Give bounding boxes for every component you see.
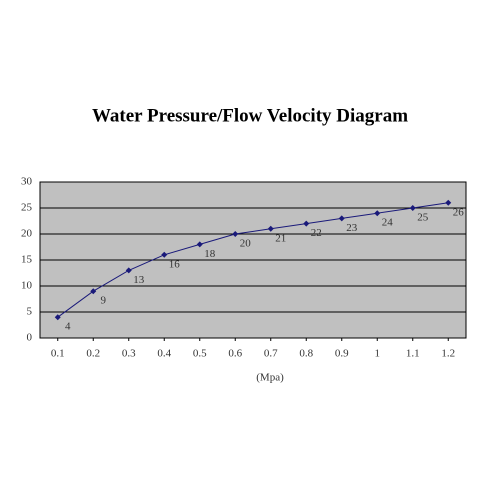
data-label: 16: [169, 258, 181, 270]
y-tick-label: 10: [21, 280, 33, 292]
point: [90, 288, 97, 295]
data-label: 25: [417, 212, 429, 224]
point: [267, 225, 274, 232]
data-label: 22: [311, 227, 322, 239]
data-label: 18: [204, 248, 216, 260]
point: [125, 267, 132, 274]
y-tick-label: 30: [21, 176, 33, 188]
x-tick-label: 0.9: [335, 348, 349, 360]
data-label: 20: [240, 238, 252, 250]
data-label: 4: [65, 321, 71, 333]
y-tick-label: 0: [27, 332, 33, 344]
data-label: 23: [346, 222, 358, 234]
y-tick-label: 15: [21, 254, 33, 266]
x-tick-label: 0.7: [264, 348, 278, 360]
x-tick-label: 0.3: [122, 348, 136, 360]
point: [374, 210, 381, 217]
x-tick-label: 0.8: [299, 348, 313, 360]
point: [409, 205, 416, 211]
y-tick-label: 25: [21, 202, 33, 214]
data-label: 21: [275, 232, 286, 244]
data-label: 9: [101, 295, 107, 307]
x-tick-label: 1: [375, 348, 381, 360]
point: [303, 220, 310, 227]
x-tick-label: 0.5: [193, 348, 207, 360]
y-tick-label: 5: [27, 306, 33, 318]
x-tick-label: 0.2: [86, 348, 100, 360]
point: [338, 215, 345, 222]
point: [196, 241, 203, 248]
x-tick-label: 1.2: [441, 348, 455, 360]
x-axis-label: (Mpa): [256, 372, 284, 384]
point: [232, 231, 239, 237]
x-tick-label: 1.1: [406, 348, 420, 360]
x-tick-label: 0.4: [157, 348, 171, 360]
series-line: [57, 202, 449, 318]
x-tick-label: 0.6: [228, 348, 242, 360]
data-label: 24: [382, 217, 394, 229]
y-tick-label: 20: [21, 228, 33, 240]
point: [54, 314, 61, 321]
point: [161, 251, 168, 258]
point: [445, 199, 452, 206]
x-tick-label: 0.1: [51, 348, 65, 360]
data-label: 26: [453, 206, 465, 218]
chart-title: Water Pressure/Flow Velocity Diagram: [92, 105, 408, 126]
data-label: 13: [133, 274, 145, 286]
